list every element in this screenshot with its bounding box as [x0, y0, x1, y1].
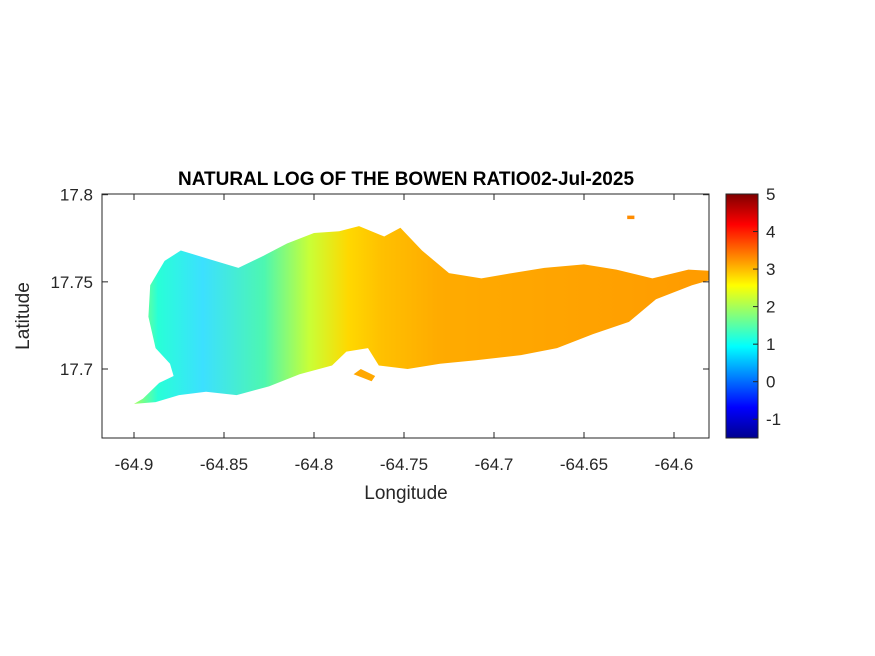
colorbar-tick-label: 0	[766, 373, 775, 392]
x-tick-label: -64.8	[295, 455, 334, 474]
x-tick-label: -64.85	[200, 455, 248, 474]
y-axis: 17.7 17.75 17.8	[50, 186, 709, 379]
island-patch	[627, 215, 635, 220]
x-tick-label: -64.9	[115, 455, 154, 474]
colorbar-tick-label: 5	[766, 185, 775, 204]
colorbar-tick-label: 1	[766, 335, 775, 354]
map-area	[134, 215, 709, 404]
x-axis-label: Longitude	[364, 483, 447, 504]
y-tick-label: 17.75	[50, 273, 93, 292]
chart-title: NATURAL LOG OF THE BOWEN RATIO02-Jul-202…	[178, 169, 634, 190]
x-tick-label: -64.75	[380, 455, 428, 474]
plot-axes-box	[101, 193, 710, 439]
colorbar	[725, 193, 759, 439]
colorbar-tick-label: 2	[766, 298, 775, 317]
colorbar-tick-label: -1	[766, 410, 781, 429]
island-shape	[134, 226, 709, 404]
x-axis: -64.9 -64.85 -64.8 -64.75 -64.7 -64.65 -64.6	[115, 194, 694, 474]
colorbar-tick-label: 3	[766, 260, 775, 279]
y-tick-label: 17.8	[60, 186, 93, 205]
colorbar-tick-label: 4	[766, 223, 775, 242]
colorbar-ticks: -1 0 1 2 3 4 5	[753, 185, 781, 429]
y-tick-label: 17.7	[60, 360, 93, 379]
y-axis-label: Latitude	[13, 282, 34, 350]
island-patch	[353, 369, 376, 382]
x-tick-label: -64.6	[655, 455, 694, 474]
x-tick-label: -64.65	[560, 455, 608, 474]
x-tick-label: -64.7	[475, 455, 514, 474]
